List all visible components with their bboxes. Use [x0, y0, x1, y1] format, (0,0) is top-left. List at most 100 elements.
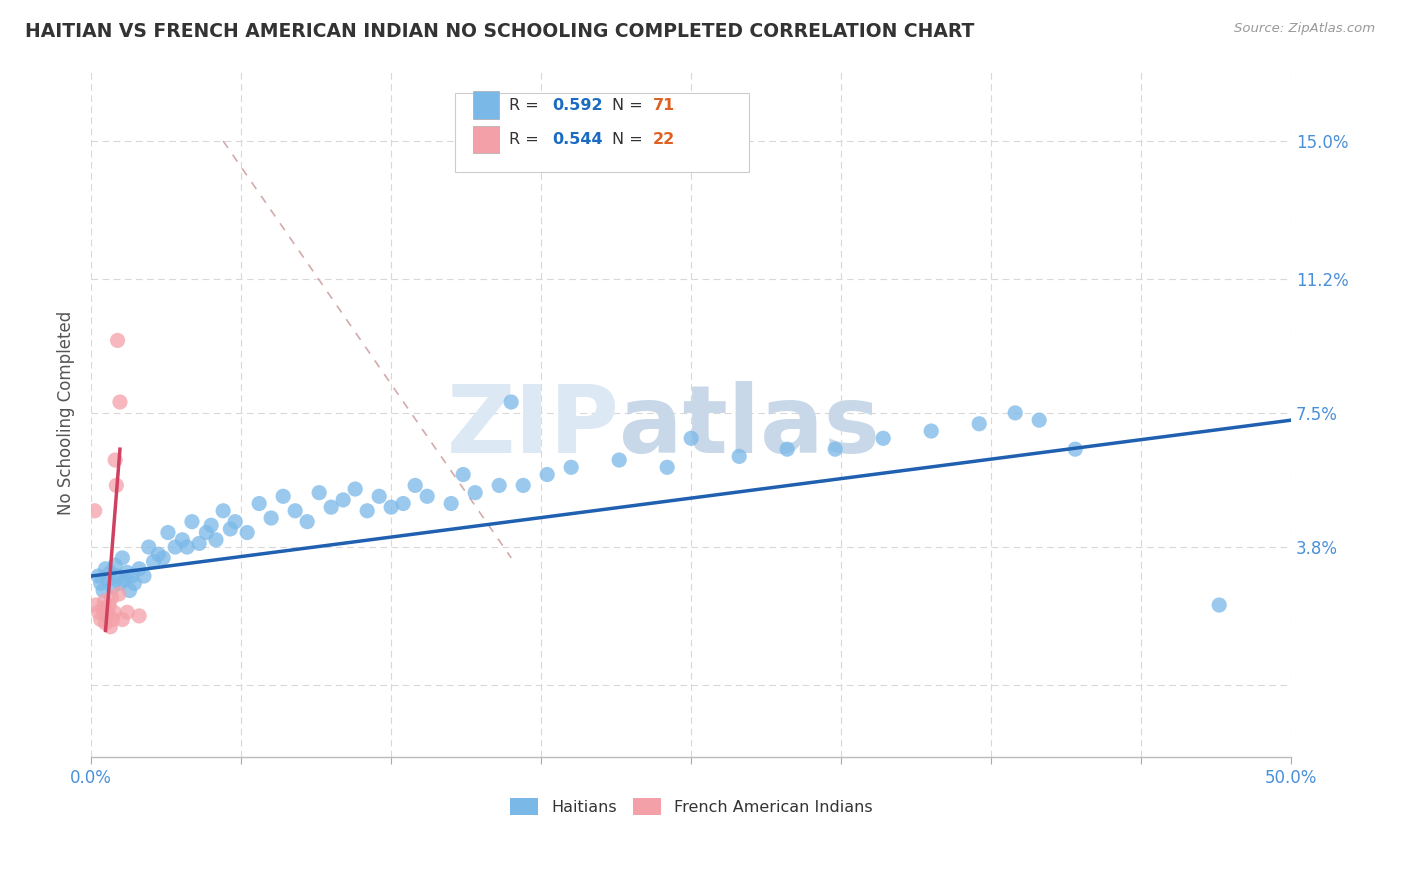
- Text: atlas: atlas: [619, 381, 880, 473]
- Bar: [472, 91, 499, 119]
- Point: [107, 569, 129, 583]
- Point: [824, 442, 846, 457]
- Point: [87, 605, 110, 619]
- Point: [236, 525, 259, 540]
- Point: [101, 613, 124, 627]
- Point: [560, 460, 582, 475]
- Point: [967, 417, 990, 431]
- Point: [97, 573, 120, 587]
- Point: [93, 594, 115, 608]
- Point: [247, 497, 270, 511]
- Point: [152, 550, 174, 565]
- Point: [416, 489, 439, 503]
- Point: [128, 608, 150, 623]
- Point: [91, 601, 114, 615]
- Point: [124, 576, 146, 591]
- Point: [98, 598, 121, 612]
- Point: [219, 522, 242, 536]
- Point: [271, 489, 294, 503]
- Point: [1028, 413, 1050, 427]
- Point: [172, 533, 194, 547]
- Point: [115, 605, 138, 619]
- Point: [872, 431, 894, 445]
- Point: [212, 504, 235, 518]
- Bar: [472, 126, 499, 153]
- Point: [464, 485, 486, 500]
- Point: [165, 540, 187, 554]
- Point: [404, 478, 426, 492]
- Point: [107, 334, 129, 348]
- Point: [356, 504, 378, 518]
- Point: [368, 489, 391, 503]
- Point: [132, 569, 155, 583]
- Point: [108, 395, 131, 409]
- Point: [101, 580, 124, 594]
- Point: [98, 566, 121, 580]
- Point: [111, 613, 134, 627]
- Point: [224, 515, 246, 529]
- Point: [105, 478, 128, 492]
- Point: [295, 515, 318, 529]
- Point: [205, 533, 228, 547]
- Y-axis label: No Schooling Completed: No Schooling Completed: [58, 310, 75, 515]
- Text: R =: R =: [509, 132, 544, 147]
- Point: [103, 605, 125, 619]
- Text: ZIP: ZIP: [446, 381, 619, 473]
- Text: 0.544: 0.544: [553, 132, 603, 147]
- Point: [501, 395, 523, 409]
- Point: [1004, 406, 1026, 420]
- Point: [332, 492, 354, 507]
- Point: [195, 525, 218, 540]
- FancyBboxPatch shape: [454, 93, 749, 172]
- Point: [104, 453, 127, 467]
- Point: [121, 569, 143, 583]
- Point: [148, 547, 170, 561]
- Point: [108, 576, 131, 591]
- Legend: Haitians, French American Indians: Haitians, French American Indians: [509, 798, 873, 814]
- Text: Source: ZipAtlas.com: Source: ZipAtlas.com: [1234, 22, 1375, 36]
- Point: [87, 569, 110, 583]
- Point: [128, 562, 150, 576]
- Point: [776, 442, 799, 457]
- Text: 22: 22: [652, 132, 675, 147]
- Text: R =: R =: [509, 97, 544, 112]
- Point: [138, 540, 160, 554]
- Point: [392, 497, 415, 511]
- Text: N =: N =: [612, 132, 648, 147]
- Point: [321, 500, 343, 515]
- Point: [94, 562, 117, 576]
- Point: [308, 485, 330, 500]
- Point: [104, 558, 127, 573]
- Point: [156, 525, 179, 540]
- Point: [107, 587, 129, 601]
- Point: [451, 467, 474, 482]
- Point: [114, 573, 136, 587]
- Point: [344, 482, 367, 496]
- Point: [176, 540, 198, 554]
- Point: [1064, 442, 1087, 457]
- Point: [90, 613, 112, 627]
- Point: [681, 431, 703, 445]
- Point: [91, 583, 114, 598]
- Point: [200, 518, 222, 533]
- Point: [512, 478, 534, 492]
- Text: 71: 71: [652, 97, 675, 112]
- Point: [1208, 598, 1230, 612]
- Text: 0.592: 0.592: [553, 97, 603, 112]
- Point: [90, 576, 112, 591]
- Point: [536, 467, 558, 482]
- Point: [284, 504, 307, 518]
- Point: [920, 424, 942, 438]
- Point: [115, 566, 138, 580]
- Point: [100, 591, 122, 605]
- Text: N =: N =: [612, 97, 648, 112]
- Point: [94, 616, 117, 631]
- Point: [440, 497, 463, 511]
- Point: [181, 515, 204, 529]
- Point: [96, 608, 118, 623]
- Point: [260, 511, 283, 525]
- Point: [657, 460, 679, 475]
- Point: [142, 555, 165, 569]
- Point: [728, 450, 751, 464]
- Point: [488, 478, 510, 492]
